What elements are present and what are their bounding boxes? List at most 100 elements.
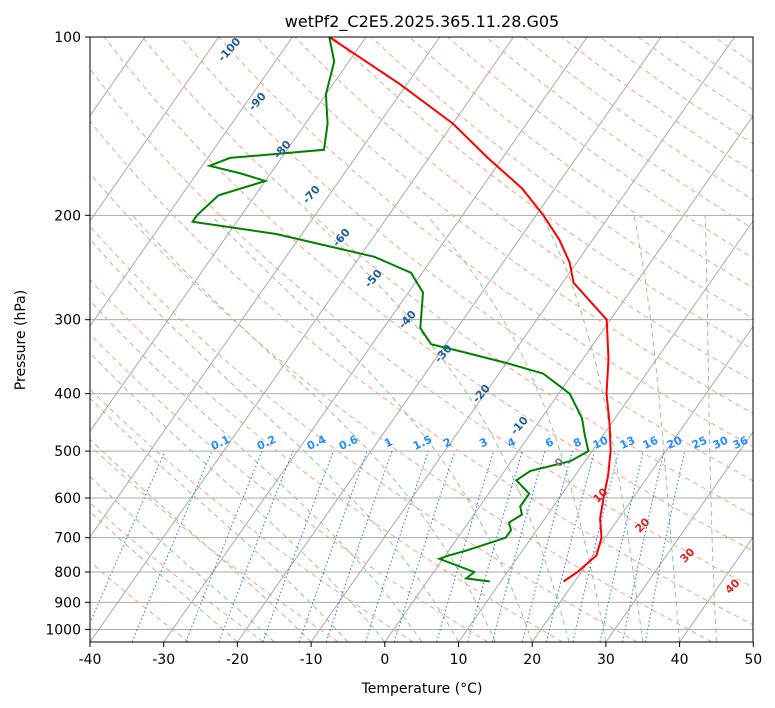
- moist-adiabat-line: [426, 214, 607, 642]
- mixing-ratio-label: 2: [441, 435, 453, 450]
- mixing-ratio-line: [644, 450, 686, 642]
- mixing-ratio-line: [622, 450, 665, 642]
- isotherm-line: [605, 430, 753, 642]
- dry-adiabat-line: [332, 37, 753, 351]
- y-tick-label: 700: [54, 531, 81, 547]
- x-tick-label: -10: [300, 652, 323, 668]
- isotherm-line: [90, 37, 514, 642]
- moist-adiabat-line: [90, 299, 423, 642]
- isotherm-line: [90, 37, 293, 328]
- mixing-ratio-label: 8: [571, 435, 583, 450]
- mixing-ratio-label: 30: [711, 434, 731, 452]
- mixing-ratio-label: 4: [505, 435, 518, 450]
- y-tick-label: 1000: [45, 622, 81, 638]
- mixing-ratio-line: [131, 450, 213, 642]
- x-tick-label: -30: [152, 652, 175, 668]
- dry-adiabat-label: -70: [300, 183, 323, 207]
- moist-adiabat-line: [90, 438, 312, 642]
- dry-adiabat-line: [142, 37, 753, 516]
- dry-adiabat-label: -90: [246, 90, 269, 114]
- dry-adiabat-label: -40: [396, 308, 419, 332]
- isotherm-line: [384, 115, 753, 642]
- dry-adiabat-line: [90, 333, 489, 642]
- y-axis-title: Pressure (hPa): [13, 290, 29, 390]
- dry-adiabat-line: [90, 388, 414, 642]
- moist-adiabat-line: [132, 214, 496, 642]
- mixing-ratio-line: [364, 450, 429, 642]
- dry-adiabat-label: -50: [362, 267, 385, 291]
- y-tick-label: 400: [54, 387, 81, 403]
- y-tick-label: 200: [54, 208, 81, 224]
- moist-adiabat-label: 30: [678, 545, 698, 565]
- mixing-ratio-label: 13: [618, 434, 637, 452]
- x-tick-label: 30: [597, 652, 615, 668]
- mixing-ratio-line: [218, 450, 294, 642]
- moist-adiabat-line: [704, 215, 717, 642]
- mixing-ratio-line: [325, 450, 393, 642]
- mixing-ratio-line: [298, 450, 368, 642]
- isotherm-line: [90, 37, 220, 222]
- dewpoint-profile: [190, 37, 590, 583]
- dry-adiabat-label: -80: [271, 138, 294, 162]
- moist-adiabat-line: [541, 215, 644, 642]
- dry-adiabat-line: [638, 37, 753, 118]
- mixing-ratio-line: [521, 450, 573, 642]
- isotherm-line: [458, 220, 753, 642]
- x-tick-label: -40: [79, 652, 102, 668]
- isotherm-line: [531, 325, 753, 642]
- moist-adiabat-line: [90, 397, 349, 642]
- x-tick-label: 50: [744, 652, 762, 668]
- x-tick-label: 40: [671, 652, 689, 668]
- plot-frame: [89, 36, 754, 643]
- dry-adiabat-line: [90, 172, 713, 642]
- isotherm-line: [90, 37, 367, 433]
- moist-adiabat-line: [309, 214, 570, 642]
- dry-adiabat-line: [90, 68, 753, 588]
- moist-adiabat-line: [90, 511, 238, 642]
- temperature-profile: [328, 37, 612, 583]
- y-tick-label: 800: [54, 565, 81, 581]
- y-tick-label: 900: [54, 595, 81, 611]
- moist-adiabat-line: [90, 475, 275, 642]
- mixing-ratio-line: [572, 450, 620, 642]
- y-tick-label: 600: [54, 491, 81, 507]
- moist-adiabat-line: [210, 214, 533, 642]
- mixing-ratio-label: 10: [591, 434, 611, 452]
- isotherm-line: [163, 37, 588, 642]
- mixing-ratio-label: 16: [641, 434, 661, 452]
- dry-adiabat-line: [90, 279, 563, 642]
- isotherm-line: [90, 37, 441, 538]
- mixing-ratio-label: 1: [382, 435, 394, 450]
- moist-adiabat-label: 40: [723, 576, 743, 596]
- y-tick-label: 500: [54, 444, 81, 460]
- dry-adiabat-line: [752, 37, 753, 38]
- y-tick-label: 100: [54, 30, 81, 46]
- dry-adiabat-line: [90, 120, 753, 626]
- y-axis: 1000 900 800 700 600 500 400 300 200 100: [45, 30, 90, 638]
- moist-adiabat-label: 20: [633, 515, 653, 535]
- x-axis: -40 -30 -20 -10 0 10 20 30 40 50: [79, 642, 762, 668]
- dry-adiabat-label: -10: [508, 414, 531, 438]
- dry-adiabat-label: -60: [330, 226, 353, 250]
- x-tick-label: -20: [226, 652, 249, 668]
- chart-title: wetPf2_C2E5.2025.365.11.28.G05: [285, 12, 559, 32]
- dry-adiabat-label: -20: [470, 382, 493, 406]
- isotherm-line: [752, 641, 753, 642]
- mixing-ratio-label: 20: [665, 434, 685, 452]
- mixing-ratio-label: 25: [690, 434, 709, 452]
- dry-adiabat-label: -100: [215, 35, 243, 64]
- moist-adiabat-label: 10: [591, 485, 611, 505]
- mixing-ratio-label: 0.6: [337, 433, 360, 453]
- y-tick-label: 300: [54, 313, 81, 329]
- mixing-ratio-label: 0.2: [255, 433, 278, 453]
- moist-adiabat-line: [90, 238, 459, 642]
- mixing-ratio-label: 1.5: [411, 433, 434, 453]
- dry-adiabat-line: [180, 37, 753, 482]
- dry-adiabat-line: [370, 37, 753, 319]
- isotherm-line: [679, 536, 753, 642]
- dry-adiabat-line: [256, 37, 753, 415]
- mixing-ratio-label: 3: [477, 435, 489, 450]
- dry-adiabat-line: [523, 37, 753, 201]
- dry-adiabat-line: [294, 37, 753, 382]
